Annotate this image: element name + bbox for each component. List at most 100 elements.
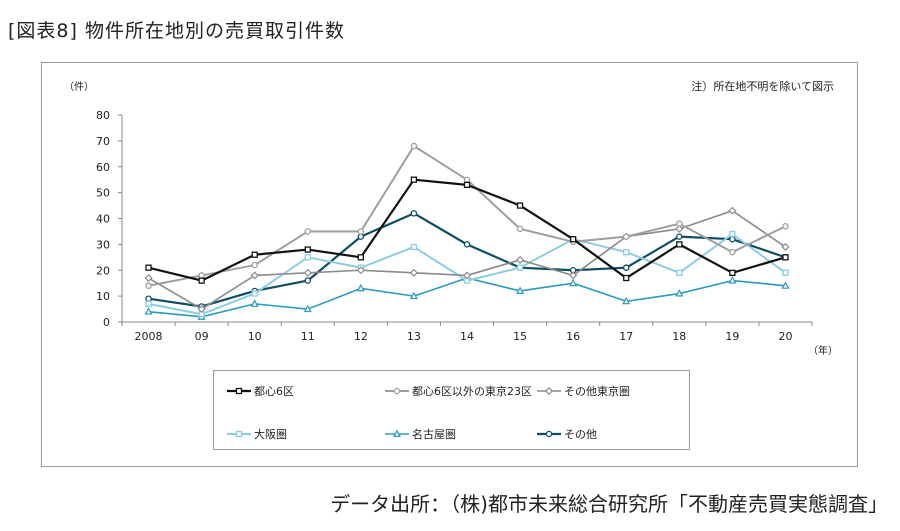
legend-swatch-marker [393, 387, 401, 395]
y-tick-label: 60 [96, 161, 110, 174]
data-point [409, 291, 418, 300]
data-point [144, 307, 153, 315]
legend-swatch-marker [235, 387, 243, 395]
x-tick-label: 13 [407, 330, 421, 343]
data-point [623, 274, 630, 282]
y-tick-label: 0 [103, 316, 110, 329]
x-tick-label: 20 [778, 330, 792, 343]
legend-label: 都心6区 [254, 385, 294, 398]
data-point [516, 264, 524, 271]
y-tick-label: 10 [96, 290, 110, 303]
legend-swatch-marker [392, 429, 402, 438]
data-point [304, 277, 312, 284]
x-tick-label: 19 [725, 330, 739, 343]
data-point [781, 242, 790, 252]
data-point [569, 278, 578, 287]
legend-label: 都心6区以外の東京23区 [412, 385, 532, 398]
data-point [409, 268, 418, 277]
data-point [251, 251, 258, 258]
x-tick-label: 16 [566, 330, 580, 343]
data-point [569, 271, 578, 280]
data-point [782, 223, 789, 230]
data-point [623, 248, 630, 256]
data-point [676, 220, 683, 227]
y-tick-label: 20 [96, 264, 110, 277]
y-tick-label: 80 [96, 109, 110, 122]
x-tick-label: 18 [672, 330, 686, 343]
data-point [462, 271, 472, 280]
data-point [516, 255, 525, 264]
data-point [729, 248, 736, 256]
legend-item: 都心6区 [226, 383, 294, 399]
y-tick-label: 50 [96, 187, 110, 200]
data-point [303, 268, 312, 277]
data-point [463, 176, 471, 183]
legend-swatch [227, 430, 251, 438]
data-point [145, 295, 152, 302]
data-point [198, 272, 205, 279]
x-tick-label: 09 [195, 330, 209, 343]
data-point [622, 296, 631, 305]
legend-label: その他 [564, 428, 597, 441]
data-point [145, 300, 152, 308]
data-point [516, 225, 524, 233]
y-tick-label: 70 [96, 135, 110, 148]
legend: 都心6区 都心6区以外の東京23区 その他東京圏 大阪圏 名古屋圏 その他 [213, 370, 690, 450]
data-point [622, 264, 630, 271]
y-tick-label: 40 [96, 213, 110, 226]
data-point [303, 304, 312, 313]
y-tick-label: 30 [96, 238, 110, 251]
data-point [356, 283, 365, 292]
x-axis-unit: （年） [808, 346, 838, 357]
data-point [356, 266, 365, 275]
y-axis-unit: （件） [64, 82, 94, 93]
x-tick-label: 2008 [135, 330, 163, 343]
data-point [676, 241, 683, 248]
data-point [782, 269, 789, 276]
source-credit: データ出所：（株)都市未来総合研究所「不動産売買実態調査」 [330, 492, 888, 516]
data-point [781, 281, 790, 289]
data-point [145, 264, 152, 271]
legend-swatch-marker [235, 430, 243, 438]
data-point [728, 276, 737, 284]
data-point [144, 273, 153, 283]
legend-swatch [537, 430, 561, 438]
data-point [676, 233, 683, 240]
data-point [675, 224, 684, 233]
data-point [728, 206, 737, 215]
data-point [570, 236, 577, 243]
data-point [357, 254, 364, 261]
data-point [676, 269, 683, 276]
data-point [463, 181, 471, 189]
legend-swatch [385, 429, 409, 438]
legend-item: その他東京圏 [536, 383, 630, 399]
legend-swatch [385, 387, 409, 395]
data-point [410, 142, 418, 150]
data-point [675, 289, 684, 297]
x-tick-label: 11 [301, 330, 315, 343]
chart-note: 注）所在地不明を除いて図示 [691, 80, 834, 93]
data-point [250, 299, 259, 307]
legend-swatch-marker [544, 386, 554, 396]
x-tick-label: 17 [619, 330, 633, 343]
x-tick-label: 15 [513, 330, 527, 343]
data-point [410, 210, 418, 217]
data-point [463, 241, 471, 248]
data-point [782, 254, 789, 261]
data-point [516, 286, 525, 294]
data-point [729, 235, 736, 243]
data-point [357, 233, 365, 240]
legend-swatch [227, 387, 251, 395]
data-point [145, 282, 152, 290]
data-point [251, 290, 258, 297]
legend-label: 大阪圏 [254, 428, 287, 441]
data-point [197, 305, 206, 314]
x-tick-label: 12 [354, 330, 368, 343]
data-point [729, 230, 736, 238]
legend-swatch-marker [545, 430, 553, 438]
legend-item: 大阪圏 [226, 426, 287, 442]
data-point [410, 176, 418, 183]
data-point [729, 269, 736, 276]
legend-label: その他東京圏 [564, 385, 630, 398]
